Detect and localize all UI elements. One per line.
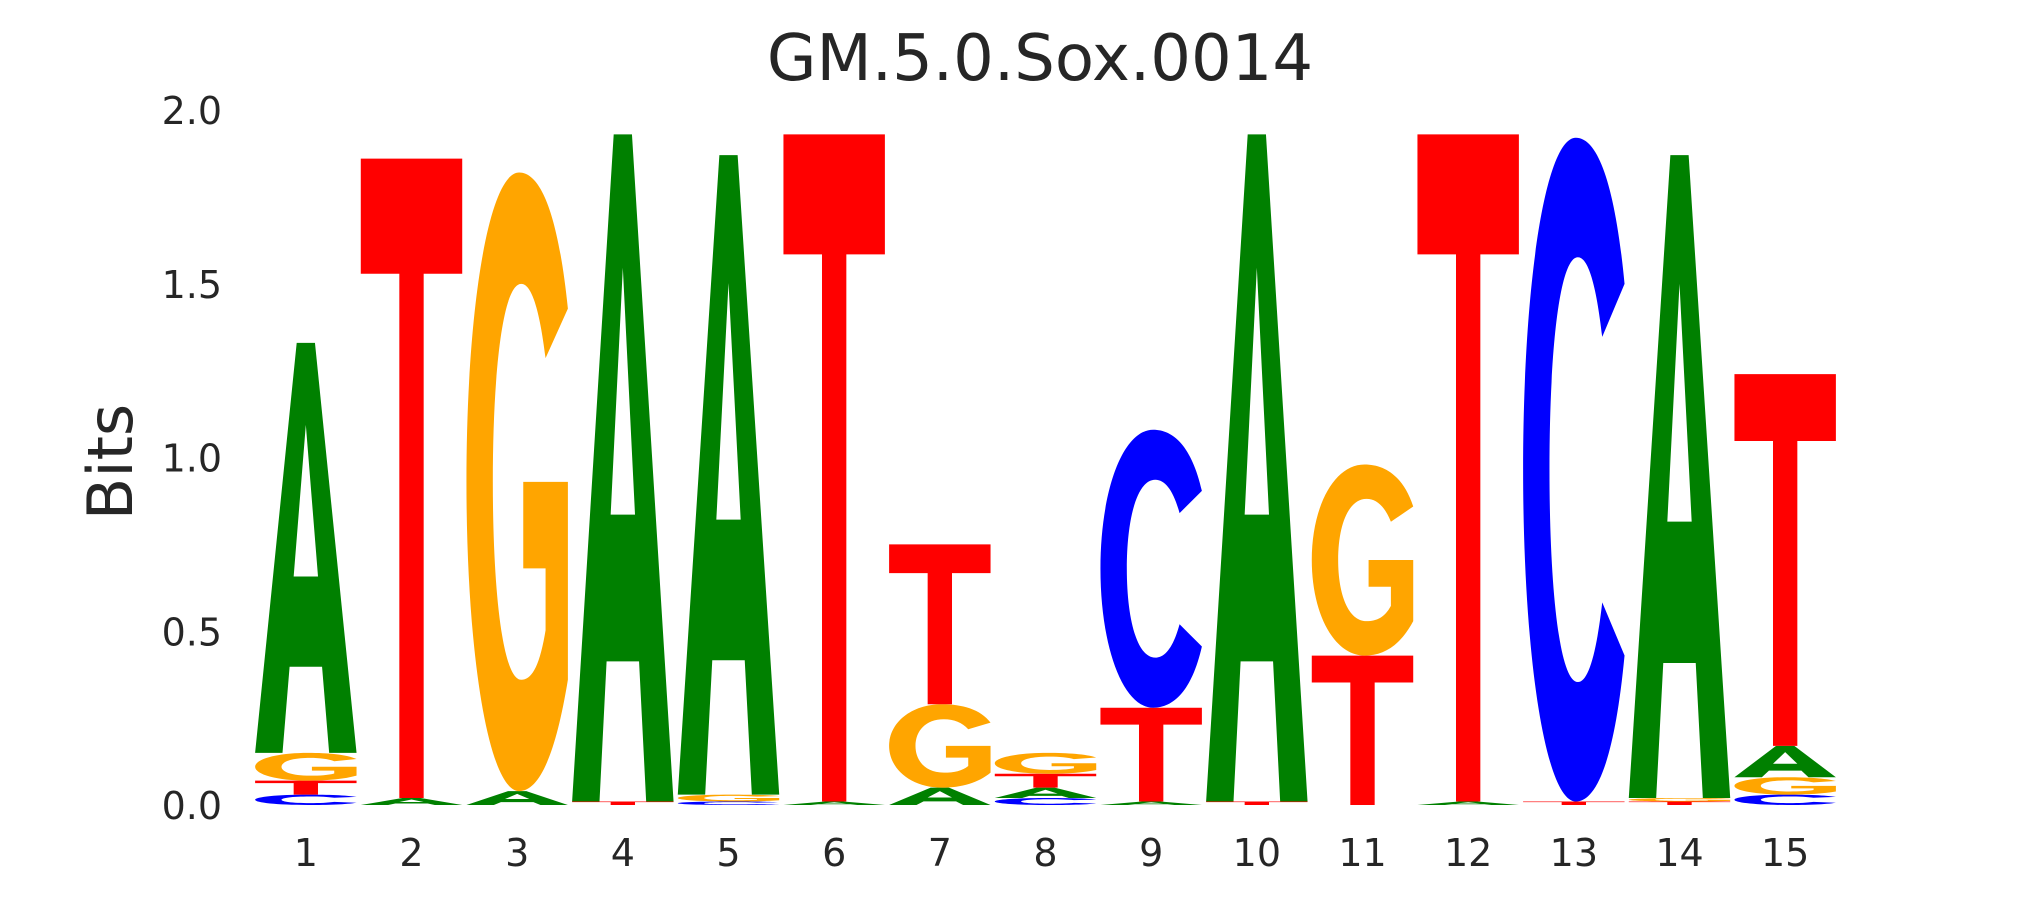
x-tick-label: 1 [294, 831, 318, 875]
x-tick-label: 14 [1655, 831, 1703, 875]
logo-letter-t [1523, 801, 1625, 805]
logo-letter-a [255, 342, 357, 753]
logo-letter-t [255, 780, 357, 795]
x-tick-label: 8 [1033, 831, 1057, 875]
logo-stack [1523, 137, 1625, 805]
x-tick-label: 9 [1139, 831, 1163, 875]
logo-stack [1206, 134, 1308, 805]
x-tick-label: 2 [399, 831, 423, 875]
x-tick-label: 6 [822, 831, 846, 875]
logo-letter-g [466, 172, 568, 792]
logo-letter-g [994, 752, 1097, 774]
logo-letter-a [994, 787, 1097, 799]
x-tick-label: 10 [1233, 831, 1281, 875]
logo-stack [1417, 134, 1519, 805]
y-tick-label: 0.0 [162, 784, 222, 828]
logo-letter-a [783, 801, 885, 805]
logo-stack [889, 544, 991, 805]
y-axis-ticks: 0.0 0.5 1.0 1.5 2.0 [162, 89, 222, 828]
logo-letter-c [677, 801, 780, 805]
y-tick-label: 1.0 [162, 437, 222, 481]
logo-stack [572, 134, 674, 805]
logo-letter-a [1206, 134, 1308, 802]
logo-letter-a [1417, 801, 1519, 805]
y-tick-label: 2.0 [162, 89, 222, 133]
x-tick-label: 4 [611, 831, 635, 875]
logo-stack [255, 342, 357, 805]
logo-stack [1734, 374, 1836, 805]
y-axis-label: Bits [74, 404, 147, 520]
logo-letter-c [1523, 137, 1625, 802]
logo-letter-a [1734, 745, 1836, 778]
logo-letter-a [360, 798, 463, 805]
logo-letter-c [994, 798, 1097, 805]
logo-stack [1311, 464, 1414, 805]
logo-letter-t [889, 544, 991, 705]
chart-title: GM.5.0.Sox.0014 [767, 22, 1313, 96]
logo-stack [1628, 155, 1731, 805]
logo-letter-a [1100, 801, 1202, 805]
logo-letter-g [1628, 798, 1731, 802]
x-tick-label: 12 [1444, 831, 1492, 875]
x-tick-label: 13 [1550, 831, 1598, 875]
logo-letter-c [255, 794, 357, 805]
logo-letter-c [1100, 429, 1202, 708]
x-tick-label: 11 [1338, 831, 1386, 875]
x-axis-ticks: 1 2 3 4 5 6 7 8 9 10 11 12 13 14 15 [294, 831, 1810, 875]
logo-letter-a [889, 787, 991, 805]
logo-letter-a [1628, 155, 1731, 799]
logo-letter-a [572, 134, 674, 802]
logo-letter-g [677, 794, 780, 802]
logo-letter-t [1417, 134, 1519, 802]
logo-letter-a [677, 155, 780, 795]
logo-stack [994, 752, 1097, 805]
logo-letter-g [255, 752, 357, 781]
logo-letter-g [1734, 777, 1836, 795]
x-tick-label: 7 [928, 831, 952, 875]
logo-letter-t [572, 801, 674, 805]
y-tick-label: 0.5 [162, 610, 222, 654]
logo-letter-t [994, 773, 1097, 788]
logo-stack [677, 155, 780, 805]
y-tick-label: 1.5 [162, 263, 222, 307]
logo-letter-g [1311, 464, 1414, 656]
logo-stack [783, 134, 885, 805]
logo-letter-t [1311, 655, 1414, 805]
logo-letter-t [783, 134, 885, 802]
x-tick-label: 15 [1761, 831, 1809, 875]
logo-letter-t [1628, 801, 1731, 805]
logo-letter-a [466, 791, 568, 805]
logo-stack [466, 172, 568, 805]
x-tick-label: 5 [716, 831, 740, 875]
logo-stacks [255, 134, 1836, 805]
logo-stack [1100, 429, 1202, 805]
logo-letter-t [1100, 707, 1202, 802]
logo-letter-g [889, 704, 991, 788]
logo-stack [360, 158, 463, 805]
x-tick-label: 3 [505, 831, 529, 875]
logo-letter-t [360, 158, 463, 799]
logo-letter-t [1734, 374, 1836, 746]
logo-letter-t [1206, 801, 1308, 805]
logo-letter-c [1734, 794, 1836, 805]
